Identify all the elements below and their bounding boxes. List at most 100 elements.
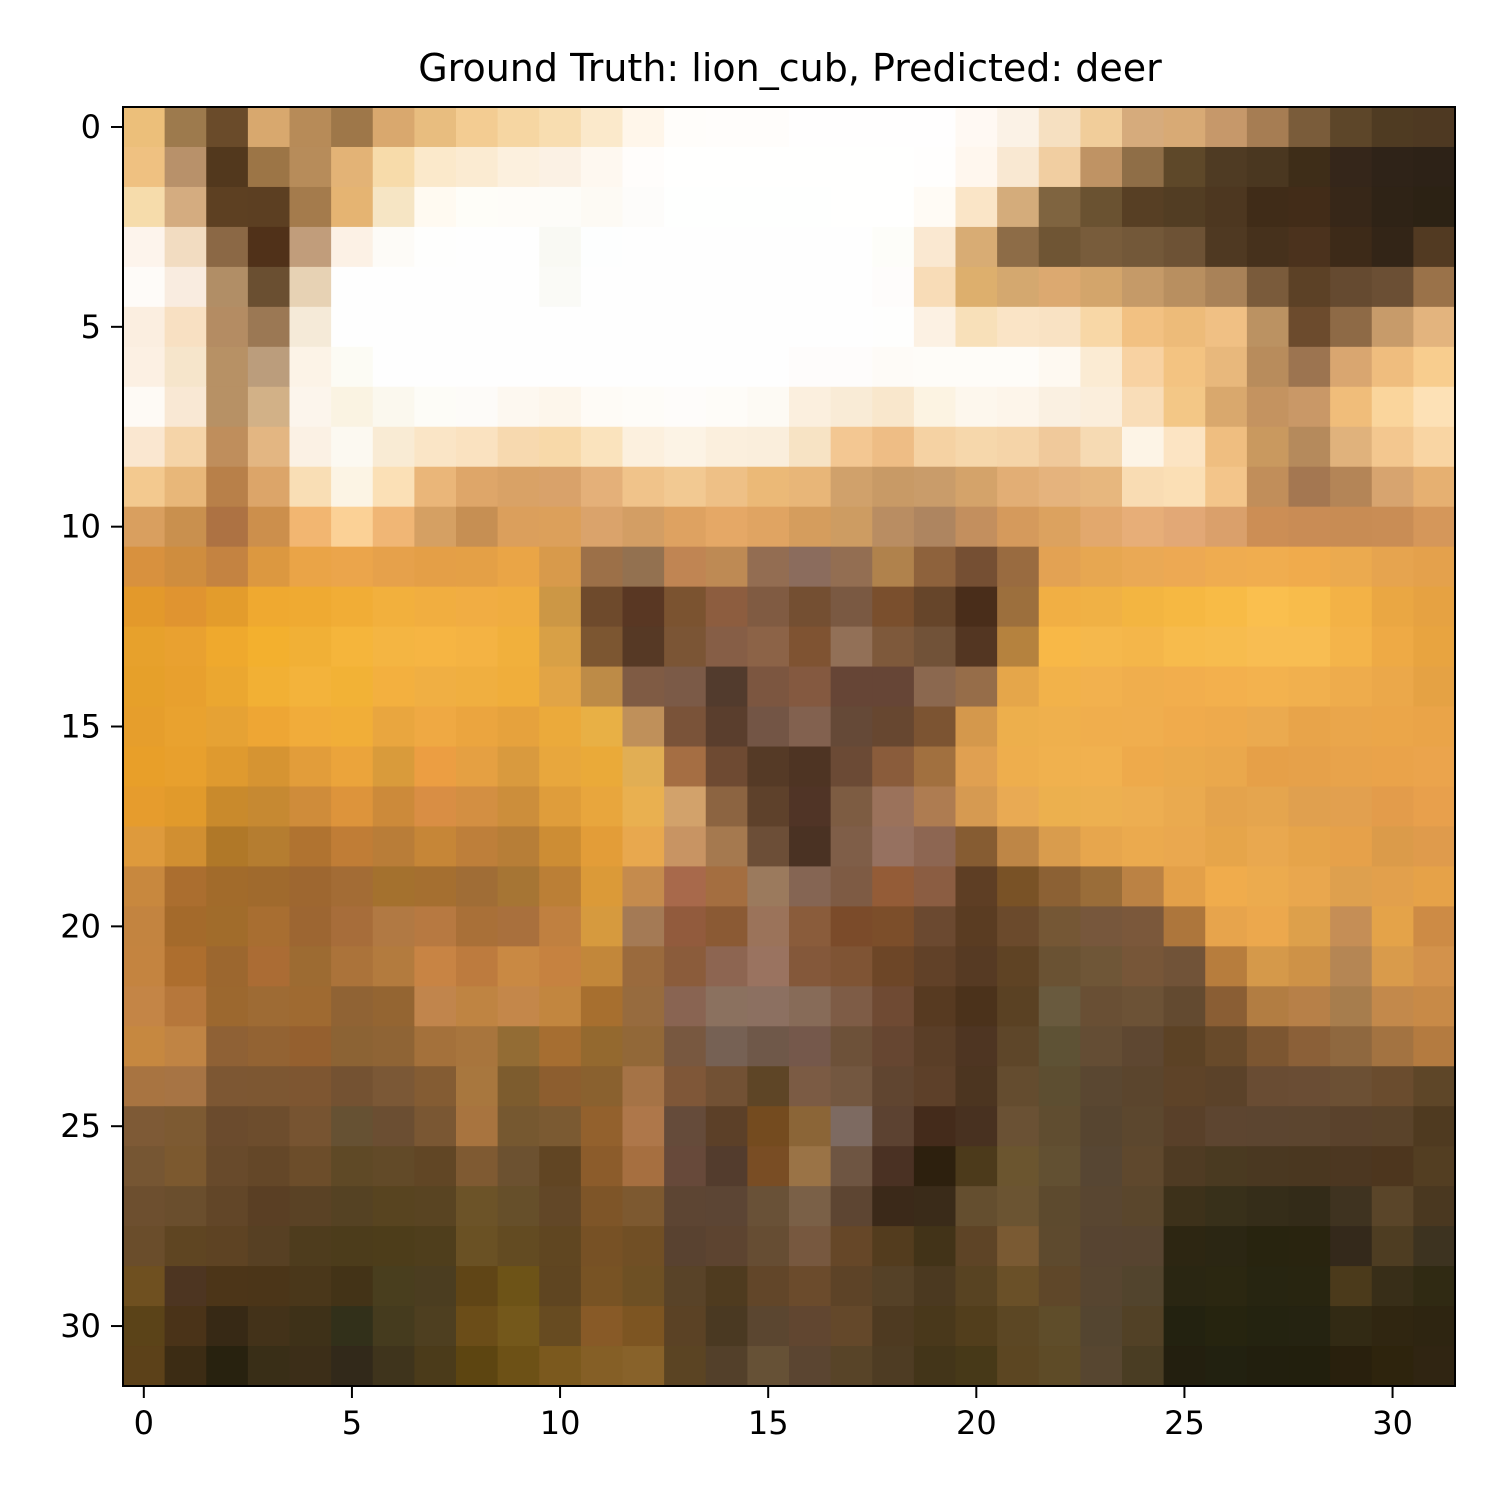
- pixel-cell: [580, 226, 624, 268]
- pixel-cell: [872, 506, 915, 548]
- pixel-cell: [913, 1026, 957, 1067]
- pixel-cell: [123, 866, 166, 907]
- pixel-cell: [456, 1266, 499, 1307]
- pixel-cell: [622, 1026, 665, 1067]
- pixel-cell: [206, 466, 249, 508]
- pixel-cell: [1246, 1106, 1290, 1147]
- pixel-cell: [664, 186, 707, 228]
- pixel-cell: [705, 1306, 748, 1347]
- pixel-cell: [830, 986, 873, 1027]
- pixel-cell: [789, 1106, 832, 1147]
- pixel-cell: [789, 1346, 832, 1387]
- pixel-cell: [1080, 906, 1123, 947]
- pixel-cell: [789, 826, 832, 868]
- pixel-cell: [247, 146, 291, 188]
- pixel-cell: [247, 1026, 291, 1067]
- pixel-cell: [830, 146, 873, 188]
- pixel-cell: [497, 906, 540, 947]
- pixel-cell: [123, 626, 166, 668]
- pixel-cell: [830, 946, 873, 987]
- pixel-cell: [955, 346, 998, 388]
- figure-title: Ground Truth: lion_cub, Predicted: deer: [418, 46, 1162, 90]
- pixel-cell: [1246, 746, 1290, 788]
- pixel-cell: [705, 266, 748, 308]
- pixel-cell: [830, 1346, 873, 1387]
- pixel-cell: [1371, 946, 1414, 987]
- pixel-cell: [705, 946, 748, 987]
- pixel-cell: [622, 306, 665, 348]
- pixel-cell: [247, 706, 291, 748]
- pixel-cell: [539, 1066, 582, 1107]
- pixel-cell: [164, 1306, 207, 1347]
- pixel-cell: [1246, 306, 1290, 348]
- pixel-cell: [1163, 506, 1206, 548]
- pixel-cell: [123, 266, 166, 308]
- pixel-cell: [580, 1106, 624, 1147]
- pixel-cell: [1038, 306, 1081, 348]
- pixel-cell: [1205, 107, 1248, 148]
- pixel-cell: [705, 506, 748, 548]
- pixel-cell: [955, 826, 998, 868]
- pixel-cell: [539, 946, 582, 987]
- pixel-cell: [456, 626, 499, 668]
- pixel-cell: [1205, 546, 1248, 588]
- pixel-cell: [164, 1266, 207, 1307]
- pixel-cell: [456, 866, 499, 907]
- pixel-cell: [580, 666, 624, 708]
- pixel-cell: [456, 1306, 499, 1347]
- pixel-cell: [705, 986, 748, 1027]
- pixel-cell: [331, 146, 374, 188]
- pixel-cell: [539, 386, 582, 428]
- pixel-cell: [1163, 426, 1206, 468]
- pixel-cell: [1163, 1146, 1206, 1187]
- pixel-cell: [1038, 826, 1081, 868]
- pixel-cell: [830, 626, 873, 668]
- pixel-cell: [1330, 226, 1373, 268]
- pixel-cell: [123, 546, 166, 588]
- pixel-cell: [830, 466, 873, 508]
- pixel-cell: [872, 306, 915, 348]
- pixel-cell: [1038, 1106, 1081, 1147]
- pixel-cell: [289, 1026, 332, 1067]
- pixel-cell: [913, 1226, 957, 1267]
- pixel-cell: [164, 786, 207, 828]
- pixel-cell: [872, 1146, 915, 1187]
- pixel-cell: [539, 626, 582, 668]
- pixel-cell: [497, 946, 540, 987]
- pixel-cell: [955, 306, 998, 348]
- pixel-cell: [414, 546, 457, 588]
- pixel-cell: [1080, 1226, 1123, 1267]
- pixel-cell: [1371, 626, 1414, 668]
- pixel-cell: [539, 466, 582, 508]
- pixel-cell: [1330, 1026, 1373, 1067]
- pixel-cell: [1163, 946, 1206, 987]
- pixel-cell: [1080, 1026, 1123, 1067]
- pixel-cell: [414, 266, 457, 308]
- pixel-cell: [789, 946, 832, 987]
- pixel-cell: [622, 346, 665, 388]
- pixel-cell: [289, 266, 332, 308]
- pixel-cell: [580, 1306, 624, 1347]
- pixel-cell: [622, 1066, 665, 1107]
- pixel-cell: [1038, 626, 1081, 668]
- pixel-cell: [1038, 1306, 1081, 1347]
- pixel-cell: [664, 1346, 707, 1387]
- pixel-cell: [1122, 1106, 1165, 1147]
- pixel-cell: [1163, 107, 1206, 148]
- pixel-cell: [164, 226, 207, 268]
- pixel-cell: [372, 946, 415, 987]
- pixel-cell: [747, 186, 790, 228]
- pixel-cell: [830, 186, 873, 228]
- pixel-cell: [497, 1346, 540, 1387]
- pixel-cell: [456, 386, 499, 428]
- pixel-cell: [456, 826, 499, 868]
- pixel-cell: [913, 1066, 957, 1107]
- pixel-cell: [539, 426, 582, 468]
- pixel-cell: [1288, 1346, 1331, 1387]
- pixel-cell: [1288, 946, 1331, 987]
- pixel-cell: [580, 1146, 624, 1187]
- pixel-cell: [705, 1106, 748, 1147]
- pixel-cell: [622, 186, 665, 228]
- pixel-cell: [789, 146, 832, 188]
- pixel-cell: [664, 586, 707, 628]
